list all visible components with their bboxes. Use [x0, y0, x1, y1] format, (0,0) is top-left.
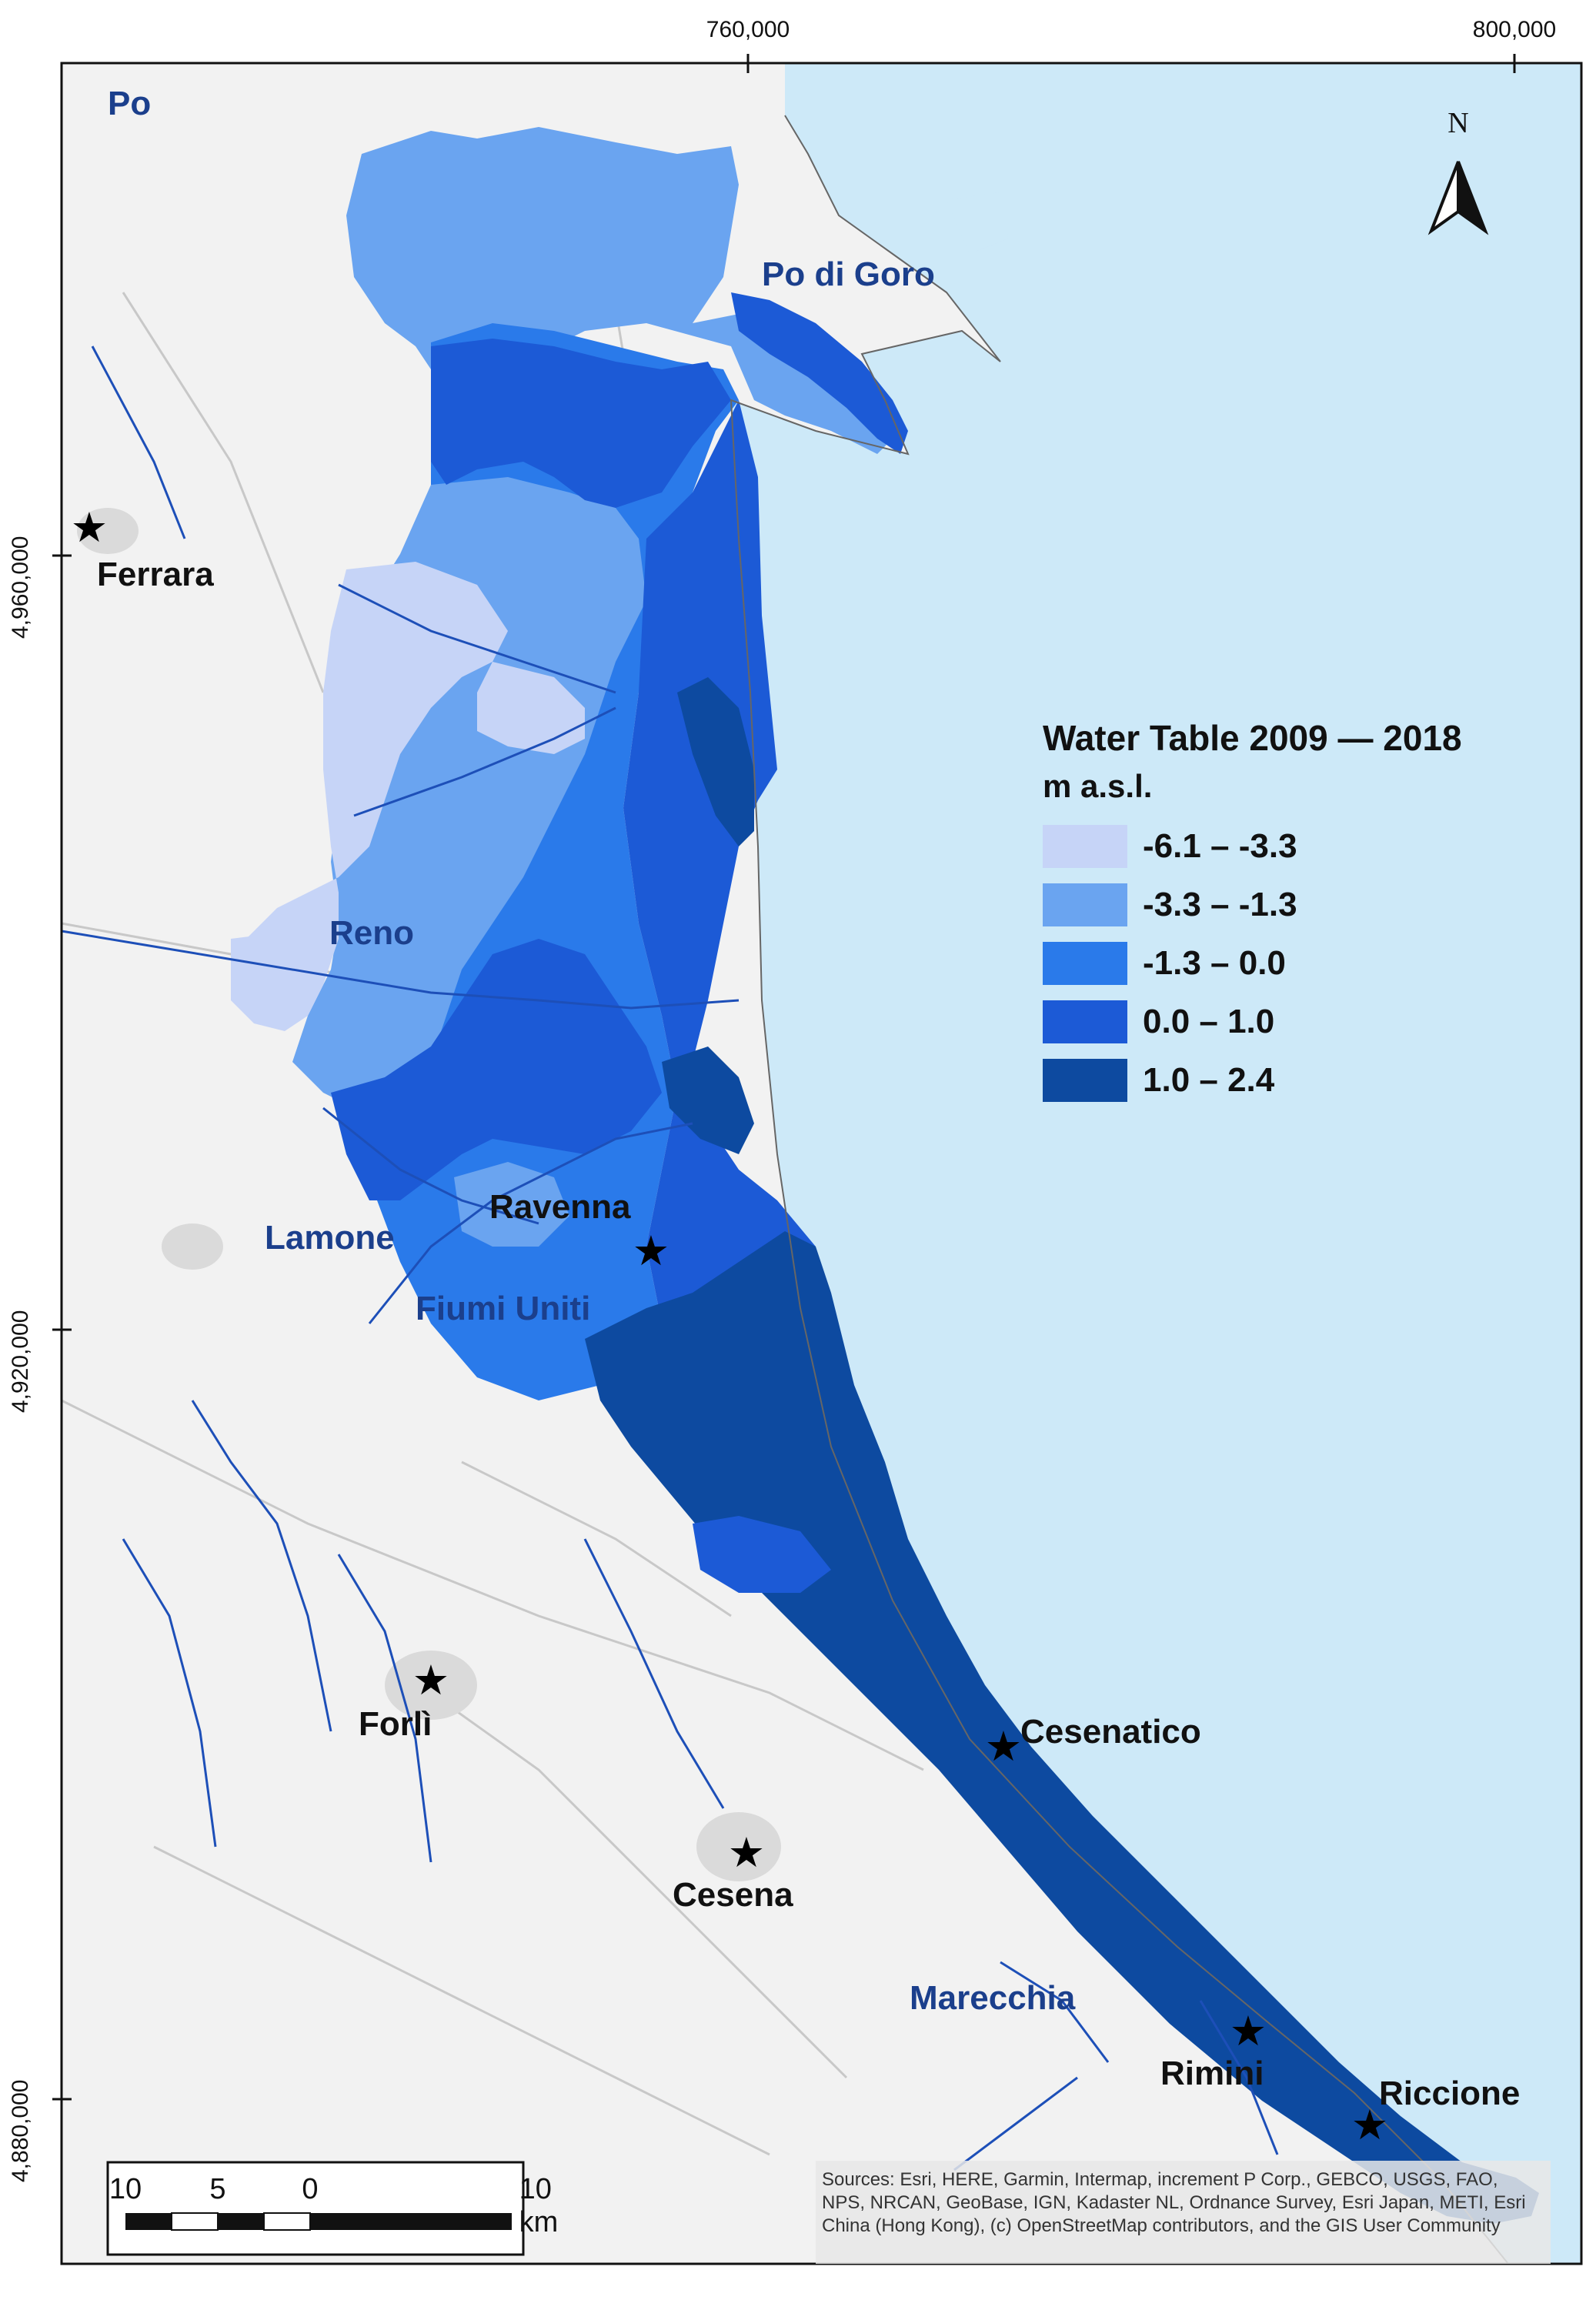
rivers [61, 346, 1279, 2171]
zone-po-di-goro [731, 292, 908, 454]
legend-item: 1.0 – 2.4 [1043, 1051, 1504, 1110]
legend-item: -6.1 – -3.3 [1043, 817, 1504, 876]
lagoon [947, 192, 1008, 254]
legend-swatch [1043, 1059, 1127, 1102]
coord-y-4880000: 4,880,000 [8, 2079, 33, 2182]
river-label-marecchia: Marecchia [910, 1979, 1076, 2017]
coord-y-4960000: 4,960,000 [8, 536, 33, 639]
legend-swatch [1043, 825, 1127, 868]
zone-class-1 [231, 562, 508, 1031]
zone-class-2-ravenna [454, 1162, 569, 1247]
legend-label: 1.0 – 2.4 [1143, 1061, 1275, 1099]
zone-class-2 [346, 127, 900, 454]
graticule-ticks [52, 54, 1516, 2101]
city-star-forli: ★ [412, 1657, 450, 1704]
zone-class-5-mid [662, 1047, 754, 1154]
scalebar-label: 0 [302, 2173, 319, 2205]
river-label-po-di-goro: Po di Goro [762, 255, 935, 293]
zone-class-5 [585, 1231, 1539, 2224]
legend-item: -3.3 – -1.3 [1043, 876, 1504, 934]
city-star-cesenatico: ★ [984, 1724, 1023, 1770]
legend-label: -6.1 – -3.3 [1143, 827, 1297, 865]
adriatic-sea [731, 63, 1581, 2264]
attribution-text: Sources: Esri, HERE, Garmin, Intermap, i… [822, 2169, 1526, 2236]
city-label-rimini: Rimini [1160, 2055, 1264, 2092]
legend-item: 0.0 – 1.0 [1043, 993, 1504, 1051]
city-star-ravenna: ★ [632, 1228, 670, 1274]
city-star-rimini: ★ [1229, 2008, 1267, 2055]
north-label: N [1447, 107, 1469, 139]
city-star-ferrara: ★ [70, 505, 109, 551]
coastline [730, 115, 1509, 2265]
north-arrow-icon [1427, 161, 1489, 235]
zone-class-1-west [231, 931, 323, 1016]
coord-y-4920000: 4,920,000 [8, 1310, 33, 1413]
river-label-fiumi-uniti: Fiumi Uniti [416, 1290, 591, 1327]
legend-swatch [1043, 883, 1127, 926]
urban-areas [77, 508, 781, 1881]
scalebar-label: 10 km [519, 2173, 559, 2238]
legend-label: 0.0 – 1.0 [1143, 1003, 1275, 1040]
legend-title: Water Table 2009 — 2018 [1043, 718, 1462, 758]
legend-label: -1.3 – 0.0 [1143, 944, 1286, 982]
river-label-lamone: Lamone [265, 1219, 395, 1257]
zone-class-1-center [477, 662, 585, 754]
city-star-cesena: ★ [727, 1830, 766, 1876]
city-label-cesenatico: Cesenatico [1020, 1713, 1201, 1751]
coord-x-760000: 760,000 [706, 17, 790, 42]
zone-class-5-north [677, 677, 754, 846]
zone-class-4-inlet [693, 1516, 831, 1593]
river-label-po: Po [108, 85, 152, 122]
city-label-ferrara: Ferrara [97, 556, 214, 593]
city-label-ravenna: Ravenna [489, 1188, 631, 1226]
city-label-forli: Forlì [359, 1705, 432, 1743]
zone-class-4-a [431, 339, 731, 508]
legend: Water Table 2009 — 2018 m a.s.l. -6.1 – … [1043, 717, 1504, 1110]
city-star-riccione: ★ [1351, 2102, 1389, 2148]
city-label-cesena: Cesena [673, 1876, 793, 1914]
scalebar-label: 5 [209, 2173, 226, 2205]
legend-label: -3.3 – -1.3 [1143, 886, 1297, 923]
river-label-reno: Reno [329, 914, 414, 952]
city-label-riccione: Riccione [1379, 2075, 1521, 2112]
coord-x-800000: 800,000 [1472, 17, 1557, 42]
attribution-box [816, 2161, 1551, 2264]
legend-unit: m a.s.l. [1043, 768, 1153, 804]
scalebar [106, 2161, 525, 2256]
legend-swatch [1043, 942, 1127, 985]
legend-item: -1.3 – 0.0 [1043, 934, 1504, 993]
legend-swatch [1043, 1000, 1127, 1043]
scalebar-label: 10 [109, 2173, 142, 2205]
